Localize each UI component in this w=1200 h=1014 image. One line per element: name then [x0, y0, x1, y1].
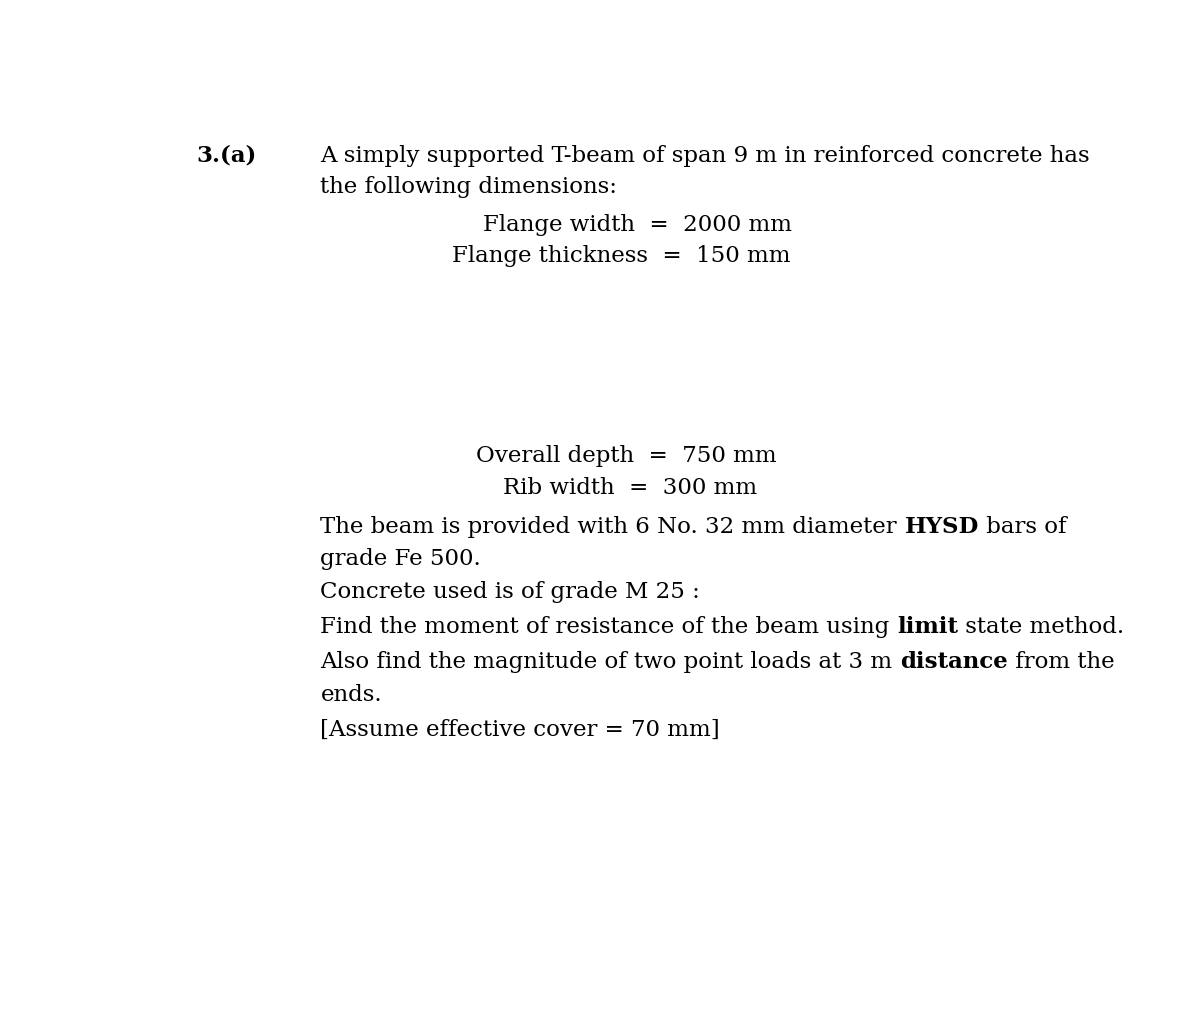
Text: state method.: state method. [958, 617, 1124, 638]
Text: HYSD: HYSD [905, 516, 979, 537]
Text: Also find the magnitude of two point loads at 3 m: Also find the magnitude of two point loa… [320, 651, 900, 673]
Text: Rib width  =  300 mm: Rib width = 300 mm [503, 478, 757, 500]
Text: Flange thickness  =  150 mm: Flange thickness = 150 mm [452, 244, 791, 267]
Text: grade Fe 500.: grade Fe 500. [320, 549, 481, 570]
Text: ends.: ends. [320, 683, 382, 706]
Text: bars of: bars of [979, 516, 1067, 537]
Text: A simply supported T-beam of span 9 m in reinforced concrete has: A simply supported T-beam of span 9 m in… [320, 145, 1090, 166]
Text: Concrete used is of grade M 25 :: Concrete used is of grade M 25 : [320, 581, 701, 602]
Text: distance: distance [900, 651, 1008, 673]
Text: from the: from the [1008, 651, 1115, 673]
Text: [Assume effective cover = 70 mm]: [Assume effective cover = 70 mm] [320, 719, 720, 740]
Text: Find the moment of resistance of the beam using: Find the moment of resistance of the bea… [320, 617, 898, 638]
Text: The beam is provided with 6 No. 32 mm diameter: The beam is provided with 6 No. 32 mm di… [320, 516, 905, 537]
Text: 3.(a): 3.(a) [197, 145, 257, 166]
Text: the following dimensions:: the following dimensions: [320, 175, 618, 198]
Text: limit: limit [898, 617, 958, 638]
Text: Overall depth  =  750 mm: Overall depth = 750 mm [475, 445, 776, 467]
Text: Flange width  =  2000 mm: Flange width = 2000 mm [484, 214, 792, 236]
